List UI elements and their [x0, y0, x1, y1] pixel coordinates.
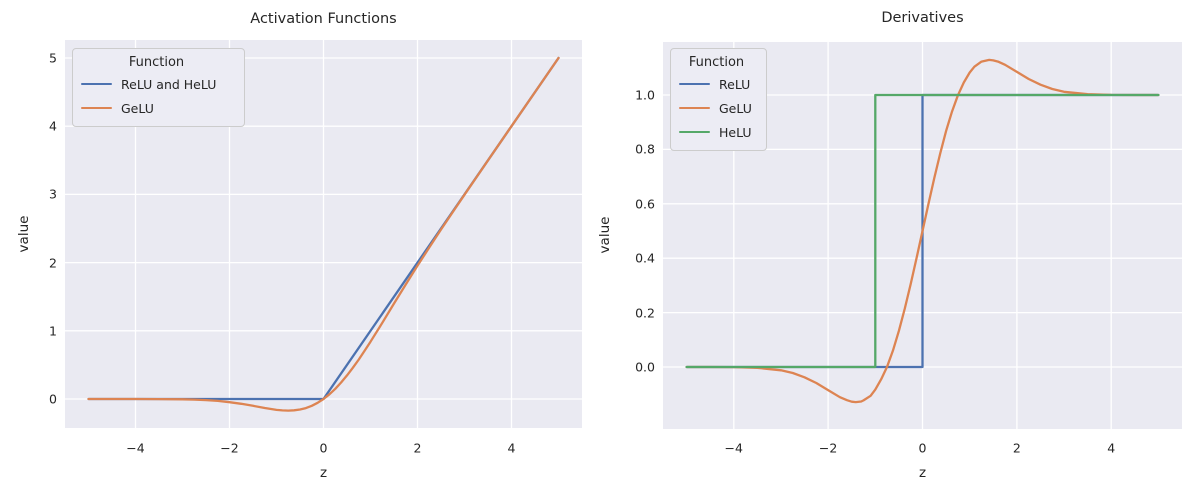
left-x-axis-label: z — [319, 465, 328, 481]
series-line-gelu — [87, 56, 560, 412]
y-tick-label: 0.8 — [635, 141, 655, 157]
x-tick-label: −2 — [818, 440, 838, 456]
y-tick-label: 4 — [49, 118, 57, 134]
x-tick-label: 4 — [507, 440, 516, 456]
left-legend: Function ReLU and HeLU GeLU — [72, 48, 245, 127]
legend-entry-label: GeLU — [719, 100, 752, 116]
y-tick-label: 0.0 — [635, 359, 655, 375]
series-line-helu — [685, 93, 1160, 369]
left-legend-title: Function — [128, 55, 185, 70]
series-line-gelu — [685, 58, 1160, 404]
y-tick-label: 1.0 — [635, 87, 655, 103]
legend-entry-label: ReLU and HeLU — [121, 76, 217, 92]
y-tick-label: 5 — [49, 50, 57, 66]
legend-entry-relu: ReLU — [675, 72, 758, 96]
x-tick-label: 0 — [918, 440, 927, 456]
y-tick-label: 0.4 — [635, 250, 655, 266]
left-y-axis-label: value — [16, 215, 32, 253]
y-tick-label: 1 — [49, 323, 57, 339]
y-tick-label: 0.2 — [635, 305, 655, 321]
right-x-axis-label: z — [918, 465, 927, 481]
x-tick-label: −4 — [724, 440, 743, 456]
x-tick-label: 0 — [319, 440, 328, 456]
legend-entry-gelu: GeLU — [675, 96, 758, 120]
x-tick-label: 4 — [1107, 440, 1116, 456]
right-legend-title: Function — [688, 55, 745, 70]
y-tick-label: 0 — [49, 391, 57, 407]
y-tick-label: 0.6 — [635, 196, 655, 212]
legend-entry-label: HeLU — [719, 124, 752, 140]
left-chart-title: Activation Functions — [250, 11, 397, 27]
y-tick-label: 3 — [49, 186, 57, 202]
x-tick-label: 2 — [413, 440, 422, 456]
legend-line-swatch — [81, 106, 112, 110]
x-tick-label: −2 — [220, 440, 239, 456]
right-legend: Function ReLU GeLU HeLU — [670, 48, 767, 151]
right-y-axis-label: value — [597, 216, 613, 254]
legend-line-swatch — [679, 106, 710, 110]
legend-entry-relu-and-helu: ReLU and HeLU — [77, 72, 236, 96]
legend-entry-label: GeLU — [121, 100, 154, 116]
legend-line-swatch — [679, 82, 710, 86]
left-legend-entries: ReLU and HeLU GeLU — [77, 72, 236, 120]
x-tick-label: −4 — [126, 440, 145, 456]
x-tick-label: 2 — [1012, 440, 1021, 456]
legend-line-swatch — [679, 130, 710, 134]
right-chart-title: Derivatives — [881, 10, 964, 26]
y-tick-label: 2 — [49, 255, 57, 271]
legend-entry-gelu: GeLU — [77, 96, 236, 120]
legend-line-swatch — [81, 82, 112, 86]
legend-entry-helu: HeLU — [675, 120, 758, 144]
legend-entry-label: ReLU — [719, 76, 751, 92]
right-legend-entries: ReLU GeLU HeLU — [675, 72, 758, 144]
